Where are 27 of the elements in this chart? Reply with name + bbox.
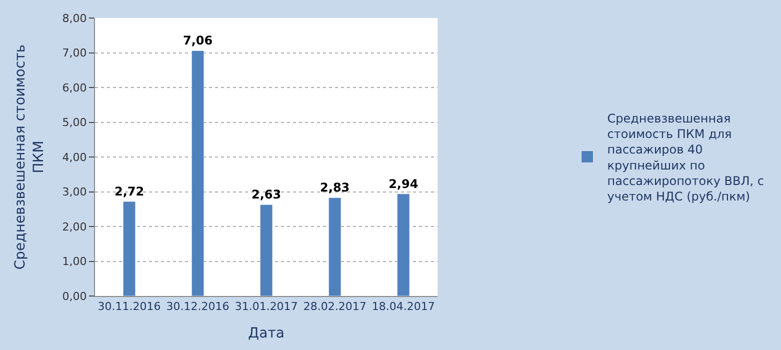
bar [260, 204, 273, 296]
legend-label: Средневзвешенная стоимость ПКМ для пассажиров 40 крупнейших по пассажиропотоку ВВЛ, с учетом НДС (руб./пкм) [607, 111, 764, 204]
data-label: 2,94 [388, 176, 418, 191]
data-label: 2,63 [252, 188, 282, 202]
data-label: 2,72 [114, 184, 144, 198]
y-tick-label: 8,00 [62, 12, 87, 25]
data-label: 2,83 [320, 180, 350, 195]
x-tick-label: 18.04.2017 [372, 300, 435, 314]
bar [328, 197, 342, 296]
y-tick-label: 1,00 [62, 255, 87, 268]
bar [122, 201, 136, 296]
y-tick-label: 4,00 [62, 150, 87, 164]
x-tick-label: 30.12.2016 [166, 300, 230, 314]
y-tick-label: 3,00 [62, 186, 87, 199]
bar [396, 194, 410, 296]
x-axis-title: Дата [248, 326, 284, 342]
data-label: 7,06 [182, 34, 213, 48]
y-axis-title: Средневзвешенная стоимость ПКМ [12, 44, 47, 270]
y-tick-label: 6,00 [62, 81, 87, 94]
x-tick-label: 30.11.2016 [98, 300, 161, 314]
x-tick-label: 28.02.2017 [303, 300, 366, 314]
y-tick-label: 5,00 [62, 116, 87, 130]
x-tick-label: 31.01.2017 [234, 300, 298, 314]
y-tick-label: 2,00 [62, 220, 87, 234]
bar [191, 50, 204, 296]
y-tick-label: 0,00 [62, 290, 87, 303]
y-tick-label: 7,00 [62, 46, 87, 60]
